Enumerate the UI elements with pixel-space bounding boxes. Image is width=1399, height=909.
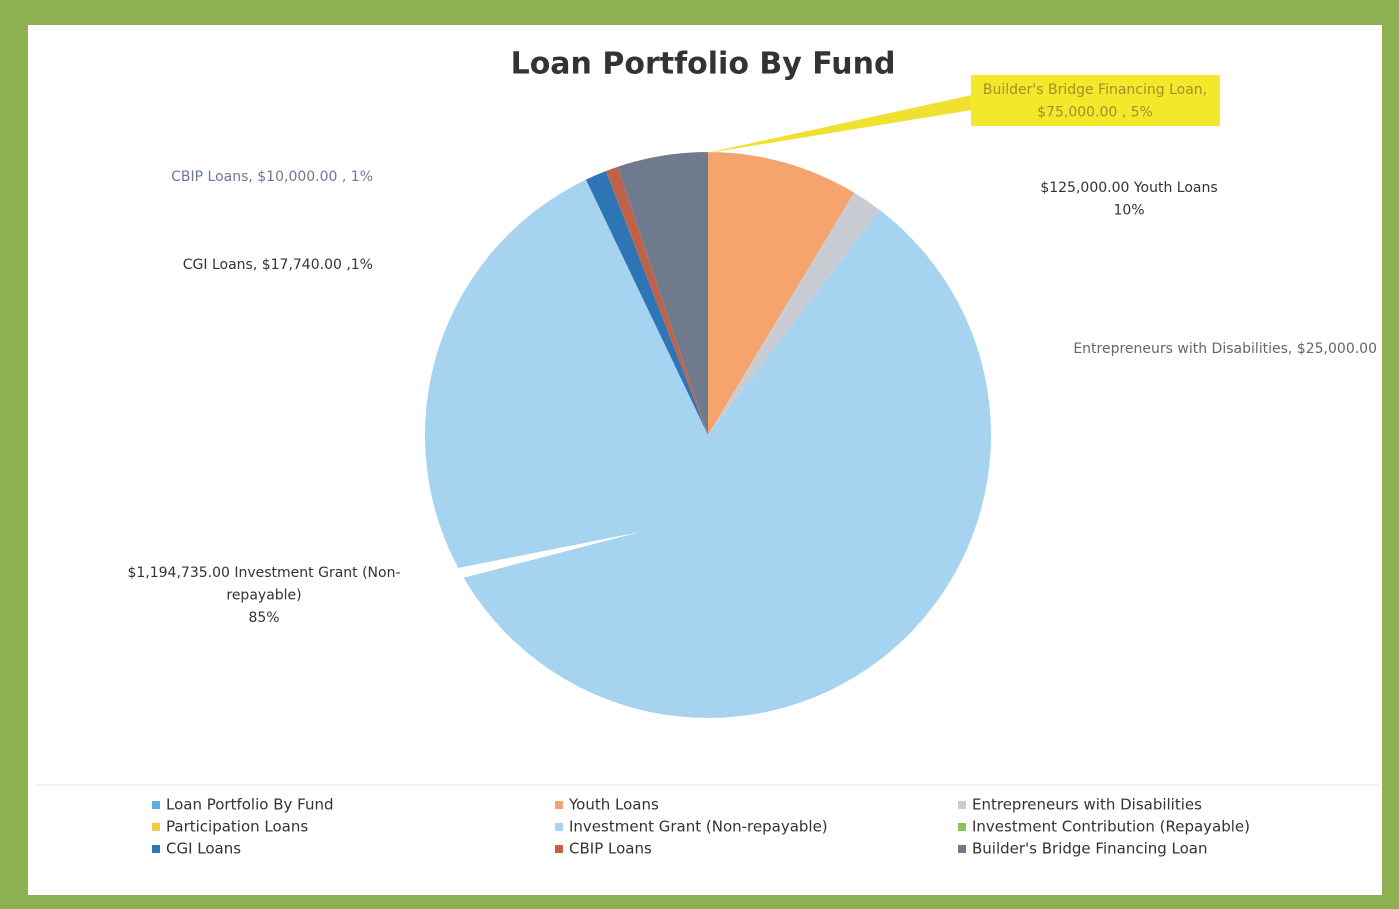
legend-swatch	[958, 845, 966, 853]
pie-slice	[605, 166, 708, 435]
legend-swatch	[958, 801, 966, 809]
pie-slice	[708, 192, 880, 435]
pie-slice	[585, 171, 708, 435]
pie-slice	[425, 179, 992, 718]
legend-label: Entrepreneurs with Disabilities	[972, 796, 1202, 814]
legend-label: Builder's Bridge Financing Loan	[972, 840, 1208, 858]
label-box	[971, 75, 1220, 126]
legend-swatch	[555, 823, 563, 831]
legend-swatch	[152, 801, 160, 809]
pie	[425, 152, 992, 718]
legend-swatch	[555, 801, 563, 809]
data-label: $75,000.00 , 5%	[1037, 105, 1153, 121]
legend-swatch	[152, 823, 160, 831]
legend-label: Youth Loans	[568, 796, 659, 814]
data-label: repayable)	[226, 588, 301, 604]
data-label: CGI Loans, $17,740.00 ,1%	[183, 257, 373, 273]
data-label: 85%	[248, 610, 279, 626]
label-leader	[702, 95, 972, 154]
data-label: $125,000.00 Youth Loans	[1040, 180, 1217, 196]
legend-swatch	[152, 845, 160, 853]
label-leader	[455, 532, 640, 580]
legend-label: Investment Contribution (Repayable)	[972, 818, 1250, 836]
legend-label: Participation Loans	[166, 818, 308, 836]
data-label: $1,194,735.00 Investment Grant (Non-	[127, 565, 400, 581]
data-label: Entrepreneurs with Disabilities, $25,000…	[1073, 341, 1377, 357]
legend-label: CBIP Loans	[569, 840, 652, 858]
legend-swatch	[555, 845, 563, 853]
legend-label: CGI Loans	[166, 840, 241, 858]
data-label: CBIP Loans, $10,000.00 , 1%	[171, 169, 373, 185]
legend-label: Loan Portfolio By Fund	[166, 796, 334, 814]
data-label: 10%	[1113, 203, 1144, 219]
data-label: Builder's Bridge Financing Loan,	[983, 82, 1207, 98]
pie-slice	[617, 152, 708, 435]
legend-label: Investment Grant (Non-repayable)	[569, 818, 828, 836]
legend-swatch	[958, 823, 966, 831]
pie-slice	[708, 152, 855, 435]
chart-title: Loan Portfolio By Fund	[511, 47, 896, 82]
